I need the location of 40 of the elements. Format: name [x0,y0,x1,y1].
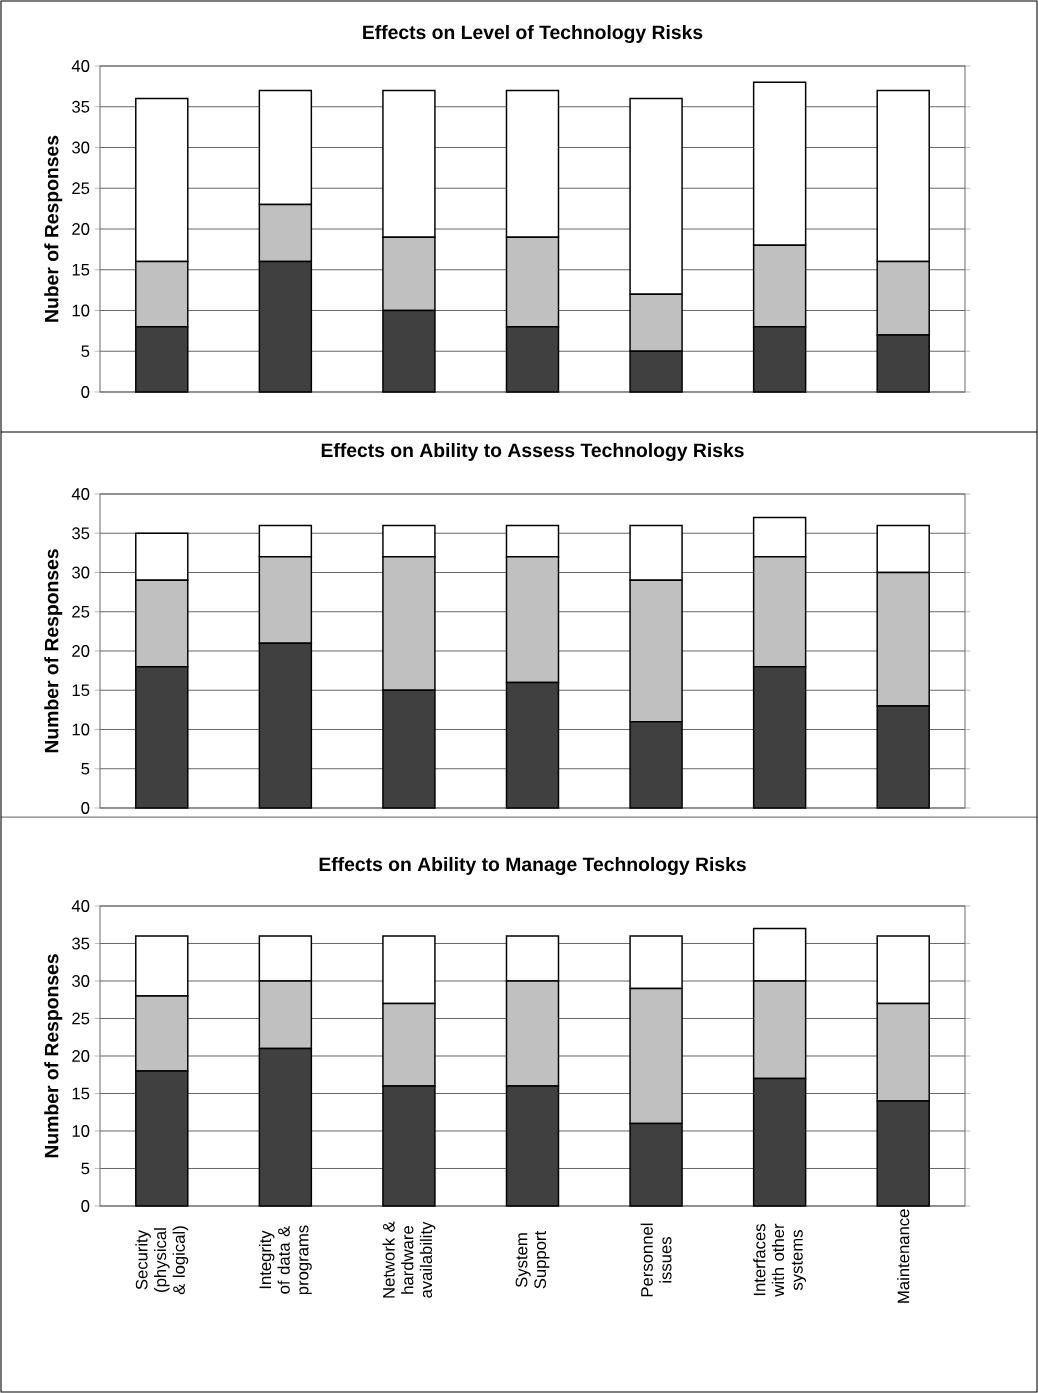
y-tick-label: 35 [72,100,90,113]
x-tick-label: Security (physical & logical) [135,1226,189,1295]
y-tick-label: 0 [81,802,90,814]
y-tick-label: 20 [72,1050,90,1062]
x-tick-label: Interfaces with other systems [753,1223,807,1297]
chart-title: Effects on Ability to Assess Technology Risks [321,442,744,462]
y-tick-label: 35 [72,527,90,540]
y-tick-label: 15 [72,1087,90,1100]
y-tick-label: 25 [72,1012,90,1025]
y-tick-label: 15 [72,263,90,276]
x-tick-label: Network & hardware availability [382,1221,436,1298]
y-tick-label: 5 [81,345,90,358]
y-tick-label: 30 [72,975,90,987]
y-tick-label: 10 [72,304,90,317]
chart-title: Effects on Level of Technology Risks [363,24,703,44]
y-tick-label: 25 [72,182,90,195]
y-tick-label: 10 [72,723,90,736]
y-axis-title: Nuber of Responses [44,135,63,322]
x-tick-label: System Support [515,1230,550,1289]
chart-title: Effects on Ability to Manage Technology Risks [319,856,746,876]
y-tick-label: 30 [72,566,90,579]
y-tick-label: 0 [81,1200,90,1212]
y-axis-title: Number of Responses [44,549,63,753]
y-tick-label: 20 [72,645,90,657]
y-tick-label: 0 [81,386,90,398]
y-tick-label: 5 [81,762,90,775]
y-tick-label: 40 [71,488,90,500]
y-tick-label: 30 [72,141,90,154]
y-axis-title: Number of Responses [44,954,63,1158]
y-tick-label: 25 [72,605,90,618]
x-tick-label: Maintenance [897,1209,910,1303]
y-tick-label: 5 [81,1162,90,1175]
y-tick-label: 10 [72,1125,90,1137]
x-tick-label: Personnel issues [640,1223,672,1297]
y-tick-label: 15 [72,684,90,697]
y-tick-label: 35 [72,937,90,950]
y-tick-label: 40 [71,60,90,72]
y-tick-label: 20 [72,223,90,235]
x-tick-label: Integrity of data & programs [258,1225,312,1295]
y-tick-label: 40 [71,900,90,912]
